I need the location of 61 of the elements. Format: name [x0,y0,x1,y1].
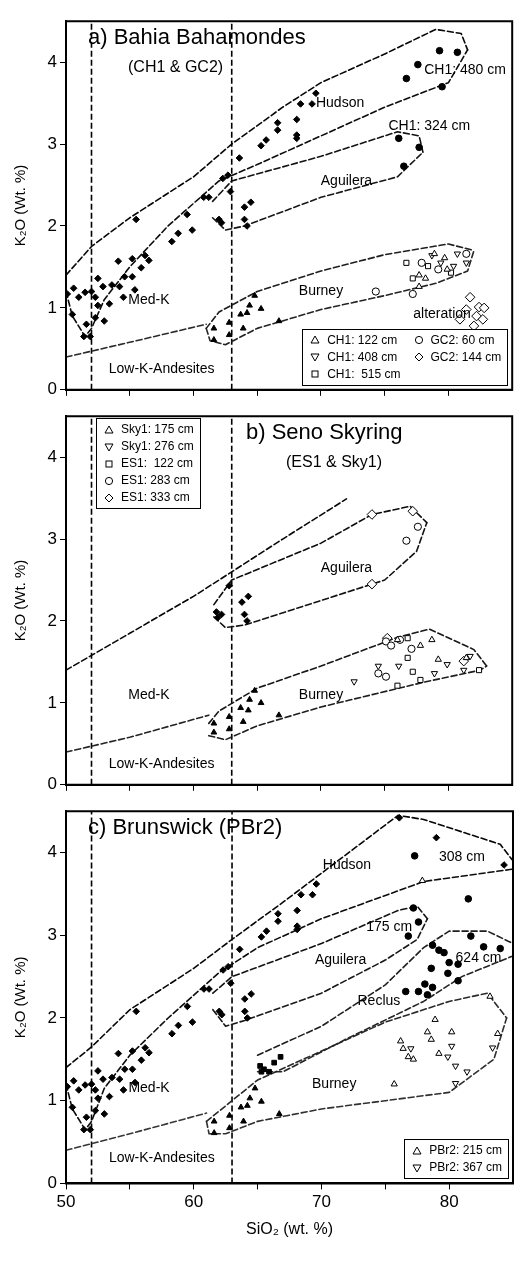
y-axis-title: K₂O (Wt. %) [11,559,29,642]
annotation: Low-K-Andesites [108,360,215,377]
annotation: Reclus [357,992,401,1009]
annotation: Aguilera [320,558,373,575]
y-tick-label: 1 [47,1090,57,1110]
chart-title: a) Bahia Bahamondes [88,24,306,50]
y-tick-label: 2 [47,215,57,235]
y-tick-label: 1 [47,692,57,712]
chart-title: b) Seno Skyring [246,419,403,445]
chart-title: c) Brunswick (PBr2) [88,814,283,840]
y-tick-label: 4 [47,446,57,466]
annotation: 624 cm [455,949,502,966]
legend-label: GC2: 60 cm [430,331,495,349]
text: (ES1 & Sky1) [286,452,383,470]
annotation: Hudson [322,855,372,872]
legend-label: PBr2: 215 cm [429,1142,502,1160]
annotation: Aguilera [320,171,373,188]
x-tick-label: 60 [184,1192,204,1212]
annotation: 308 cm [438,847,485,864]
y-tick-label: 1 [47,297,57,317]
x-tick-label: 70 [311,1192,331,1212]
legend-label: ES1: 333 cm [121,489,190,507]
annotation: CH1: 480 cm [424,61,506,78]
legend-label: PBr2: 367 cm [429,1159,502,1177]
x-tick-label: 80 [439,1192,459,1212]
legend-label: Sky1: 175 cm [121,421,194,439]
annotation: Burney [298,282,344,299]
legend-label: GC2: 144 cm [430,348,502,366]
annotation: Burney [298,685,344,702]
legend-label: ES1: 122 cm [121,455,194,473]
text: (CH1 & GC2) [128,57,224,75]
y-tick-label: 2 [47,1007,57,1027]
y-axis-title: K₂O (Wt. %) [11,956,29,1039]
annotation: Hudson [315,93,365,110]
y-tick-label: 3 [47,528,57,548]
x-axis-title: SiO₂ (wt. %) [245,1219,334,1237]
y-tick-label: 0 [47,774,57,794]
annotation: Aguilera [314,950,367,967]
legend-label: ES1: 283 cm [121,472,190,490]
y-tick-label: 2 [47,610,57,630]
annotation: alteration [413,305,471,322]
y-tick-label: 4 [47,51,57,71]
y-axis-title: K₂O (Wt. %) [11,164,29,247]
annotation: Burney [312,1075,357,1092]
y-tick-label: 0 [47,379,57,399]
y-tick-label: 3 [47,133,57,153]
y-tick-label: 0 [47,1173,57,1193]
y-tick-label: 3 [47,924,57,944]
annotation: Med-K [128,685,171,702]
legend-label: Sky1: 276 cm [121,438,194,456]
annotation: Low-K-Andesites [108,755,215,772]
legend-label: CH1: 408 cm [327,348,398,366]
annotation: CH1: 324 cm [388,116,471,133]
y-tick-label: 4 [47,842,57,862]
x-tick-label: 50 [56,1192,76,1212]
annotation: Med-K [128,1079,171,1096]
legend-label: CH1: 515 cm [327,365,401,383]
annotation: Low-K-Andesites [108,1149,215,1166]
legend-label: CH1: 122 cm [327,331,398,349]
annotation: 175 cm [366,917,413,934]
annotation: Med-K [128,290,171,307]
